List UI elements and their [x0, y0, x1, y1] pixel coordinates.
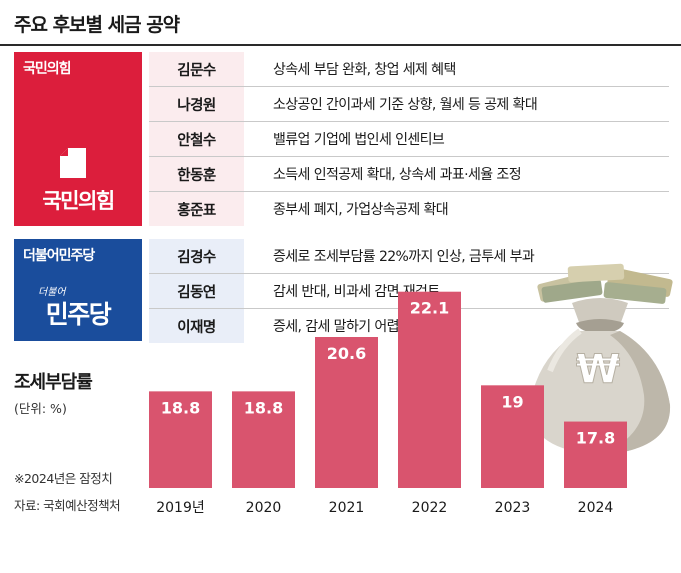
- candidate-pledge: 소상공인 간이과세 기준 상향, 월세 등 공제 확대: [273, 97, 538, 113]
- candidate-row: 홍준표 종부세 폐지, 가업상속공제 확대: [149, 192, 669, 226]
- title-divider: [0, 44, 681, 46]
- candidate-name: 김동연: [149, 274, 244, 308]
- party-table-ppp: 국민의힘 국민의힘 김문수 상속세 부담 완화, 창업 세제 혜택 나경원 소상…: [14, 52, 669, 226]
- x-tick-label: 2023: [495, 500, 531, 516]
- money-bag-illustration: ₩: [529, 263, 673, 455]
- ppp-logo: 국민의힘: [42, 148, 115, 213]
- candidate-name: 이재명: [149, 309, 244, 343]
- candidate-name: 김문수: [149, 52, 244, 86]
- chart-footnote: ※2024년은 잠정치: [14, 471, 113, 486]
- democratic-logo-small-text: 더불어: [38, 286, 67, 298]
- chart-title: 조세부담률: [14, 372, 93, 393]
- candidate-list: 김문수 상속세 부담 완화, 창업 세제 혜택 나경원 소상공인 간이과세 기준…: [149, 52, 669, 226]
- bar-2019년: [149, 391, 212, 488]
- page-title: 주요 후보별 세금 공약: [14, 14, 180, 36]
- party-label-ppp: 국민의힘 국민의힘: [14, 52, 142, 226]
- candidate-row: 김문수 상속세 부담 완화, 창업 세제 혜택: [149, 52, 669, 87]
- bar-value-label: 20.6: [327, 344, 366, 363]
- candidate-row: 나경원 소상공인 간이과세 기준 상향, 월세 등 공제 확대: [149, 87, 669, 122]
- x-tick-label: 2019년: [156, 500, 205, 516]
- candidate-pledge: 증세로 조세부담률 22%까지 인상, 금투세 부과: [273, 249, 535, 265]
- chart-unit-label: (단위: %): [14, 401, 67, 416]
- candidate-row: 안철수 밸류업 기업에 법인세 인센티브: [149, 122, 669, 157]
- x-tick-label: 2022: [412, 500, 448, 516]
- candidate-pledge: 소득세 인적공제 확대, 상속세 과표·세율 조정: [273, 167, 522, 183]
- candidate-row: 김경수 증세로 조세부담률 22%까지 인상, 금투세 부과: [149, 239, 669, 274]
- democratic-logo: 더불어 민주당: [38, 286, 113, 329]
- party-table-democratic: 더불어민주당 더불어 민주당 김경수 증세로 조세부담률 22%까지 인상, 금…: [14, 239, 669, 343]
- candidate-name: 안철수: [149, 122, 244, 156]
- won-symbol-icon: ₩: [576, 347, 620, 393]
- bar-2020: [232, 391, 295, 488]
- candidate-list: 김경수 증세로 조세부담률 22%까지 인상, 금투세 부과 김동연 감세 반대…: [149, 239, 669, 343]
- ppp-logo-text: 국민의힘: [42, 189, 113, 213]
- bar-value-label: 18.8: [244, 398, 283, 417]
- candidate-name: 나경원: [149, 87, 244, 121]
- party-label-democratic: 더불어민주당 더불어 민주당: [14, 239, 142, 341]
- x-tick-label: 2021: [329, 500, 365, 516]
- chart-source: 자료: 국회예산정책처: [14, 498, 121, 513]
- banknote-bundle-icon: [537, 263, 673, 304]
- candidate-name: 김경수: [149, 239, 244, 273]
- party-name: 더불어민주당: [23, 248, 95, 264]
- candidate-pledge: 밸류업 기업에 법인세 인센티브: [273, 132, 445, 148]
- bar-2021: [315, 337, 378, 488]
- candidate-pledge: 종부세 폐지, 가업상속공제 확대: [273, 202, 449, 218]
- x-tick-label: 2024: [578, 500, 614, 516]
- x-tick-label: 2020: [246, 500, 282, 516]
- candidate-row: 이재명 증세, 감세 말하기 어렵다: [149, 309, 669, 343]
- candidate-pledge: 감세 반대, 비과세 감면 재검토: [273, 284, 440, 300]
- candidate-row: 한동훈 소득세 인적공제 확대, 상속세 과표·세율 조정: [149, 157, 669, 192]
- party-name: 국민의힘: [23, 61, 72, 77]
- candidate-pledge: 상속세 부담 완화, 창업 세제 혜택: [273, 62, 456, 78]
- candidate-name: 홍준표: [149, 192, 244, 226]
- candidate-pledge: 증세, 감세 말하기 어렵다: [273, 319, 412, 335]
- bar-value-label: 18.8: [161, 398, 200, 417]
- candidate-name: 한동훈: [149, 157, 244, 191]
- democratic-logo-text: 민주당: [46, 300, 112, 329]
